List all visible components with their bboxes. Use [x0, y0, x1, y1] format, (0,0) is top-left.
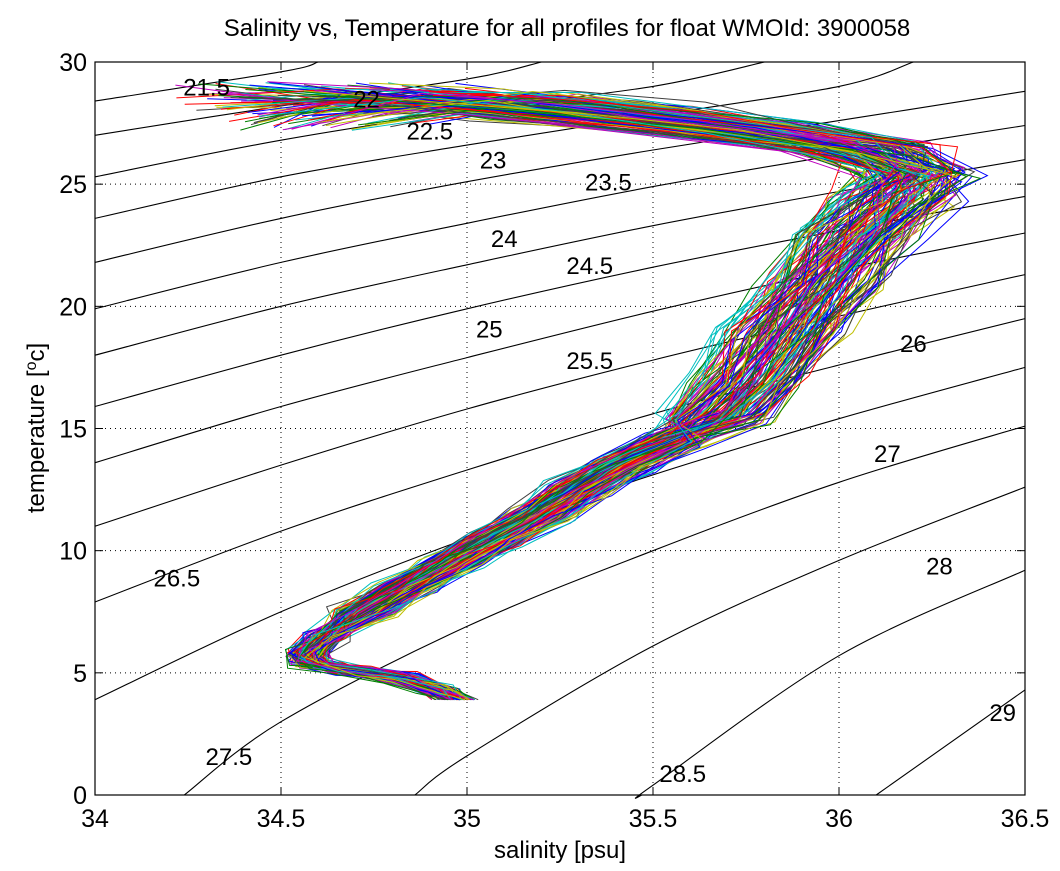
density-contour-label: 22.5 [406, 118, 453, 145]
y-tick-label: 5 [73, 660, 87, 688]
profile-lines [175, 81, 989, 701]
profile-line [230, 97, 938, 701]
density-contour-line [634, 569, 1026, 799]
density-contour-label: 23 [480, 148, 507, 175]
x-tick-label: 35 [453, 805, 481, 833]
profile-line [258, 97, 881, 700]
x-axis-ticks: 34 34.5 35 35.5 36 36.5 [81, 62, 1049, 833]
y-axis-label-main: temperature [ [23, 370, 50, 513]
profile-line [215, 88, 916, 701]
density-contour-label: 22 [353, 87, 380, 114]
profile-line [269, 82, 945, 701]
density-contour-label: 27 [874, 441, 901, 468]
density-contour-label: 26 [900, 331, 927, 358]
x-tick-label: 34.5 [257, 805, 306, 833]
profile-line [196, 101, 927, 701]
profile-line [184, 100, 919, 701]
y-tick-label: 20 [59, 293, 87, 321]
density-contour-line [94, 366, 1026, 701]
profile-line [293, 91, 952, 701]
density-contour-labels: 21.5 22 22.5 23 23.5 24 24.5 25 25.5 26 26.5 27 27.5… [153, 74, 1016, 788]
density-contour-label: 27.5 [206, 744, 253, 771]
y-tick-label: 15 [59, 416, 87, 444]
density-contour-label: 25.5 [566, 348, 613, 375]
x-tick-label: 35.5 [629, 805, 678, 833]
density-contour-label: 24 [491, 226, 518, 253]
density-contour-line [94, 61, 914, 219]
density-contours [94, 61, 1026, 799]
profile-line [291, 92, 899, 701]
profile-line [218, 95, 898, 701]
profile-line [206, 90, 908, 700]
y-tick-label: 10 [59, 538, 87, 566]
density-contour-label: 25 [476, 316, 503, 343]
y-tick-label: 0 [73, 782, 87, 810]
x-tick-label: 36 [825, 805, 853, 833]
chart-title: Salinity vs, Temperature for all profile… [224, 15, 911, 42]
profile-line [284, 95, 957, 701]
profile-line [312, 99, 883, 701]
profile-line [303, 90, 956, 701]
density-contour-line [94, 90, 1026, 263]
density-contour-label: 24.5 [566, 253, 613, 280]
density-contour-line [183, 425, 1026, 796]
y-tick-label: 25 [59, 171, 87, 199]
y-tick-label: 30 [59, 49, 87, 77]
y-axis-label: temperature [oc] [23, 343, 51, 513]
profile-line [223, 93, 921, 701]
profile-line [205, 93, 924, 701]
y-axis-ticks: 0 5 10 15 20 25 30 [59, 49, 1025, 810]
x-axis-label: salinity [psu] [494, 837, 626, 864]
density-contour-label: 21.5 [183, 74, 230, 101]
density-contour-label: 28.5 [659, 761, 706, 788]
density-contour-line [94, 318, 1026, 603]
density-contour-line [414, 486, 1026, 796]
y-axis-label-end: c] [23, 343, 50, 362]
x-tick-label: 36.5 [1001, 805, 1050, 833]
density-contour-label: 29 [989, 700, 1016, 727]
density-contour-line [875, 689, 1026, 796]
y-axis-label-sup: o [23, 361, 40, 370]
x-tick-label: 34 [81, 805, 109, 833]
profile-line [197, 83, 899, 701]
density-contour-label: 26.5 [153, 566, 200, 593]
density-contour-line [94, 61, 319, 102]
density-contour-label: 23.5 [585, 170, 632, 197]
profile-line [267, 81, 911, 701]
profile-line [222, 97, 929, 701]
profile-line [322, 95, 959, 701]
profile-line [175, 84, 862, 701]
density-contour-label: 28 [926, 553, 953, 580]
profile-line [229, 99, 893, 701]
density-contour-line [94, 274, 1026, 527]
